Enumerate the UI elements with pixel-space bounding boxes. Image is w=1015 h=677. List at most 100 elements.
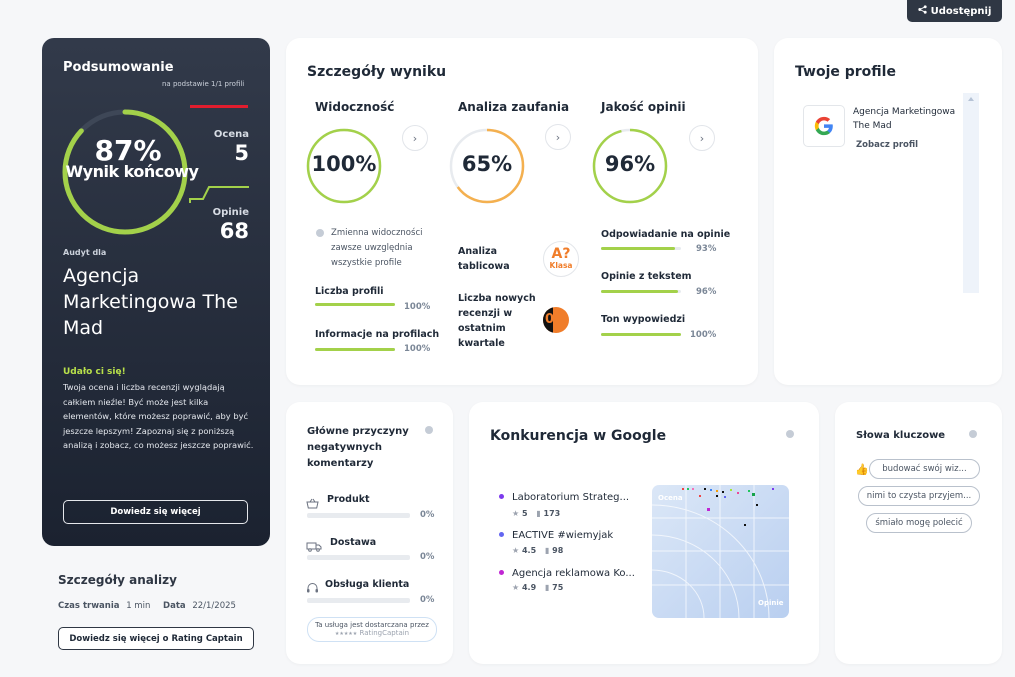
info-icon [316,229,324,237]
quality-title: Jakość opinii [601,100,686,114]
negative-product-label: Produkt [327,494,370,505]
success-title: Udało ci się! [63,367,126,377]
provider-badge[interactable]: Ta usługa jest dostarczana przez ★★★★★ R… [307,617,437,642]
tone-bar [601,333,681,336]
trust-chevron-icon[interactable]: › [545,124,571,150]
new-reviews-badge: 0 [543,307,569,333]
profiles-title: Twoje profile [795,64,896,80]
provider-name: ★★★★★ RatingCaptain [308,629,436,637]
keyword-chip[interactable]: budować swój wiz... [869,459,980,479]
google-logo [803,105,845,147]
duration-label: Czas trwania [58,601,120,611]
negative-product-pct: 0% [420,510,435,520]
competitor-meta: ★ 4.5 ▮ 98 [512,546,563,555]
negative-delivery-label: Dostawa [330,537,377,548]
comment-icon: ▮ [536,509,541,518]
date-value: 22/1/2025 [192,601,236,611]
competitor-name[interactable]: Agencja reklamowa Ko... [512,568,635,579]
text-reviews-pct: 96% [696,287,717,297]
trust-value: 65% [461,152,513,176]
company-name: Agencja Marketingowa The Mad [63,265,238,339]
replying-bar [601,247,681,250]
summary-subtitle: na podstawie 1/1 profili [162,80,245,88]
new-reviews-label: Liczba nowych recenzji w ostatnim kwarta… [458,293,536,349]
star-icon: ★ [512,583,520,592]
success-text: Twoja ocena i liczba recenzji wyglądają … [63,382,254,450]
grade-sub: Klasa [549,261,573,270]
learn-more-button[interactable]: Dowiedz się więcej [63,500,248,524]
visibility-value: 100% [311,152,377,176]
profiles-count-bar [315,303,395,306]
competitor-name[interactable]: Laboratorium Strateg... [512,492,630,503]
competitor-rating: 4.5 [521,546,537,555]
rating-captain-button[interactable]: Dowiedz się więcej o Rating Captain [58,627,254,650]
visibility-note: Zmienna widoczności zawsze uwzględnia ws… [331,228,423,268]
new-reviews-badge-shadow [543,307,553,333]
grade-value: A? [551,246,571,262]
ocena-value: 5 [234,141,249,165]
keywords-title: Słowa kluczowe [856,430,946,441]
keyword-chip[interactable]: nimi to czysta przyjem... [858,486,980,506]
competitor-name[interactable]: EACTIVE #wiemyjak [512,530,614,541]
score-caption: Wynik końcowy [65,162,199,181]
quality-value: 96% [604,152,656,176]
competitor-rating: 5 [521,509,528,518]
view-profile-link[interactable]: Zobacz profil [856,140,919,150]
text-reviews-label: Opinie z tekstem [601,271,692,282]
negative-service-label: Obsługa klienta [325,579,410,590]
scroll-up-icon[interactable] [968,97,974,101]
trust-title: Analiza zaufania [458,100,570,114]
share-button[interactable]: Udostępnij [907,0,1002,22]
keywords-card [835,402,1002,664]
audit-label: Audyt dla [63,248,107,257]
map-label-bottom: Opinie [758,599,784,607]
profile-info-label: Informacje na profilach [315,329,440,340]
star-icon: ★ [512,546,520,555]
visibility-ring [306,128,382,204]
provider-name-text: RatingCaptain [359,629,410,637]
profile-info-pct: 100% [404,344,431,354]
profiles-count-label: Liczba profili [315,286,384,297]
competitor-dot [499,532,504,537]
share-icon [917,5,927,17]
keywords-info-icon[interactable] [969,430,977,438]
date-label: Data [163,601,186,611]
negatives-title: Główne przyczyny negatywnych komentarzy [307,426,409,469]
provider-text: Ta usługa jest dostarczana przez [315,621,429,629]
thumbs-up-icon: 👍 [855,463,869,476]
competition-map[interactable]: Ocena Opinie [652,485,789,618]
opinie-label: Opinie [212,207,249,218]
negative-delivery-pct: 0% [420,552,435,562]
summary-card: Podsumowanie na podstawie 1/1 profili 87… [42,38,270,546]
negatives-info-icon[interactable] [425,426,433,434]
trust-ring [449,128,525,204]
table-analysis-label: Analiza tablicowa [458,246,510,272]
quality-chevron-icon[interactable]: › [689,125,715,151]
grade-badge: A? Klasa [543,241,579,277]
negative-delivery-bar [307,555,410,560]
visibility-chevron-icon[interactable]: › [402,125,428,151]
ocena-label: Ocena [213,129,249,140]
share-label: Udostępnij [930,5,992,17]
tone-label: Ton wypowiedzi [601,314,686,325]
competitor-reviews: 75 [552,583,564,592]
competition-info-icon[interactable] [786,430,794,438]
star-icon: ★ [512,509,520,518]
competitor-dot [499,494,504,499]
competitor-rating: 4.9 [521,583,537,592]
new-reviews-value: 0 [545,312,555,327]
tone-pct: 100% [690,330,717,340]
analysis-title: Szczegóły analizy [58,573,177,587]
competitor-dot [499,570,504,575]
competitor-meta: ★ 5 ▮ 173 [512,509,560,518]
competition-map-grid [652,485,789,618]
competitor-reviews: 98 [552,546,564,555]
competitor-reviews: 173 [543,509,561,518]
summary-title: Podsumowanie [63,60,174,75]
profiles-count-pct: 100% [404,302,431,312]
keyword-chip[interactable]: śmiało mogę polecić [866,513,972,533]
score-details-title: Szczegóły wyniku [307,64,447,80]
profiles-scrollbar[interactable] [963,93,979,293]
truck-icon [306,537,322,556]
basket-icon [306,494,319,513]
